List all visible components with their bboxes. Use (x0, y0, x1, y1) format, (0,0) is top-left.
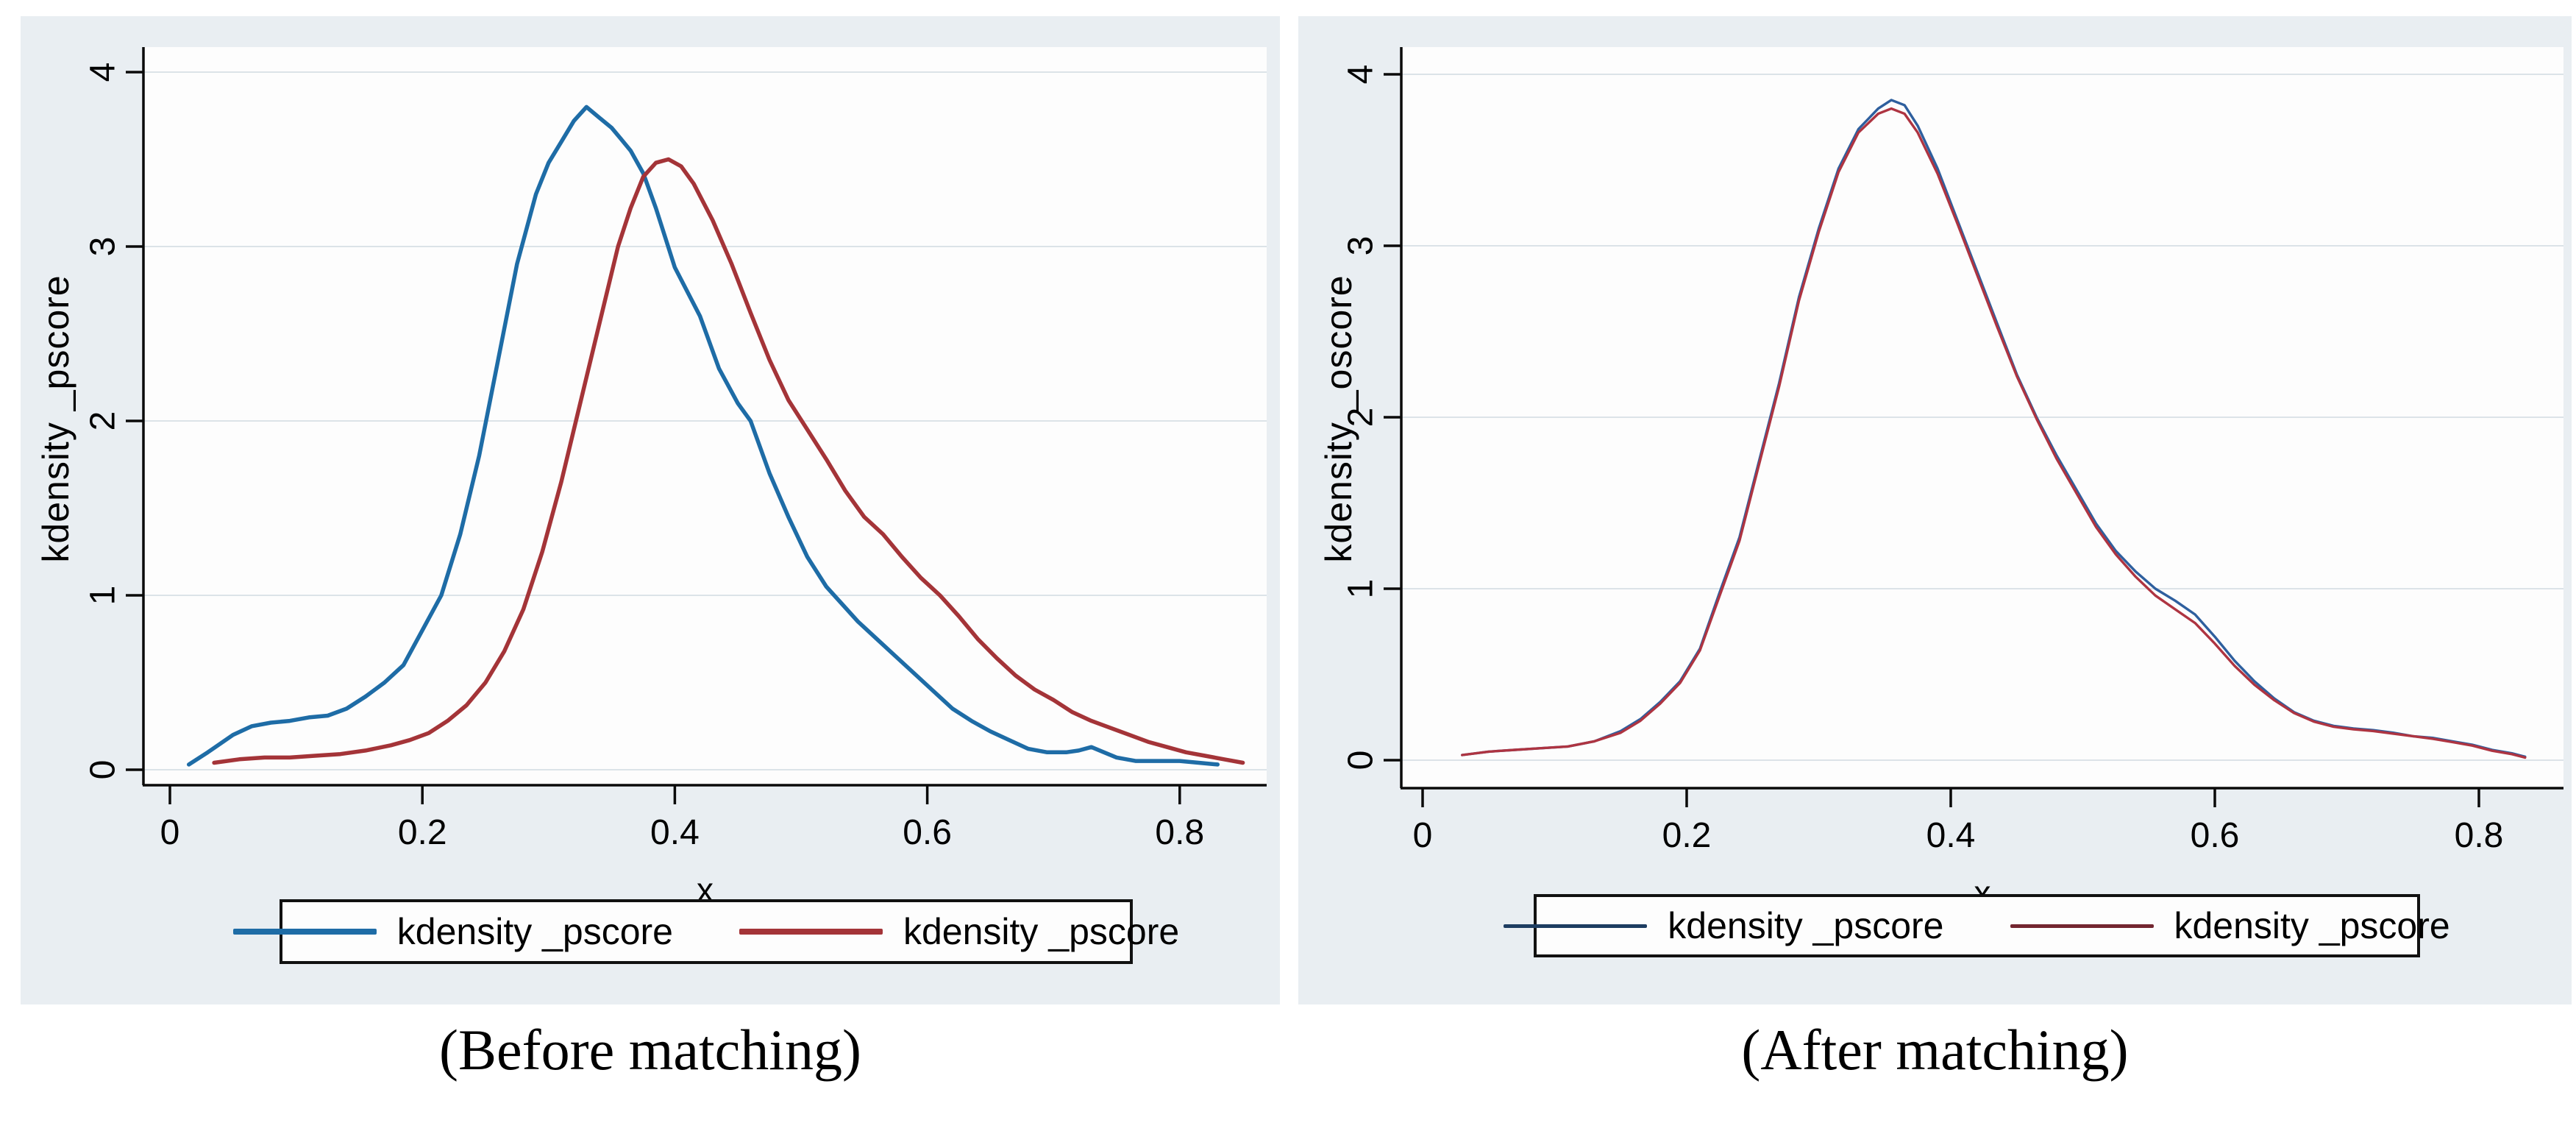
y-tick-label: 2 (84, 411, 123, 431)
y-tick-label: 3 (84, 237, 123, 257)
legend-item-control: kdensity _pscore (739, 910, 1179, 953)
blue-line-key (232, 929, 377, 935)
plot-area (143, 47, 1267, 785)
y-tick-label: 4 (84, 63, 123, 82)
legend-label: kdensity _pscore (396, 911, 673, 952)
blue-line-key (1504, 924, 1648, 928)
kdensity-curve (1461, 107, 2527, 759)
before-y-axis-title: kdensity _pscore (35, 274, 77, 563)
before-matching-panel: 0 1 2 3 4 0 0.2 0.4 0.6 0.8 x kdensity _pscore kde… (21, 16, 1280, 1004)
after-caption: (After matching) (1741, 1018, 2129, 1082)
y-tick-label: 1 (84, 586, 123, 606)
x-tick-label: 0.8 (2455, 816, 2504, 855)
legend-item-treated: kdensity _pscore (232, 910, 673, 953)
after-y-axis-title: kdensity _oscore (1318, 274, 1359, 563)
y-tick-label: 1 (1342, 579, 1381, 599)
legend-label: kdensity _pscore (903, 911, 1180, 952)
x-tick-label: 0.6 (903, 813, 952, 852)
legend-item-control: kdensity _pscore (2010, 904, 2450, 947)
legend-label: kdensity _pscore (1668, 905, 1944, 946)
red-line-key (2010, 924, 2154, 928)
x-tick-label: 0.2 (398, 813, 447, 852)
x-tick-label: 0.4 (1926, 816, 1976, 855)
after-matching-panel: 0 1 2 3 4 0 0.2 0.4 0.6 0.8 x kdensity _oscore kde… (1298, 16, 2572, 1004)
x-tick-label: 0.2 (1662, 816, 1712, 855)
x-tick-label: 0 (160, 813, 180, 852)
red-line-key (739, 929, 883, 935)
y-tick-label: 4 (1342, 65, 1381, 85)
legend-item-treated: kdensity _pscore (1504, 904, 1944, 947)
y-tick-label: 0 (84, 760, 123, 780)
kdensity-curve (212, 157, 1245, 765)
x-tick-label: 0.8 (1155, 813, 1204, 852)
y-tick-label: 2 (1342, 408, 1381, 428)
x-tick-label: 0 (1413, 816, 1433, 855)
kdensity-curve (186, 104, 1220, 767)
x-tick-label: 0.6 (2191, 816, 2240, 855)
legend-label: kdensity _pscore (2174, 905, 2450, 946)
x-tick-label: 0.4 (650, 813, 700, 852)
before-legend: kdensity _pscore kdensity _pscore (232, 899, 1179, 964)
y-tick-label: 3 (1342, 236, 1381, 256)
before-caption: (Before matching) (439, 1018, 861, 1082)
y-tick-label: 0 (1342, 751, 1381, 770)
after-legend: kdensity _pscore kdensity _pscore (1504, 894, 2450, 957)
